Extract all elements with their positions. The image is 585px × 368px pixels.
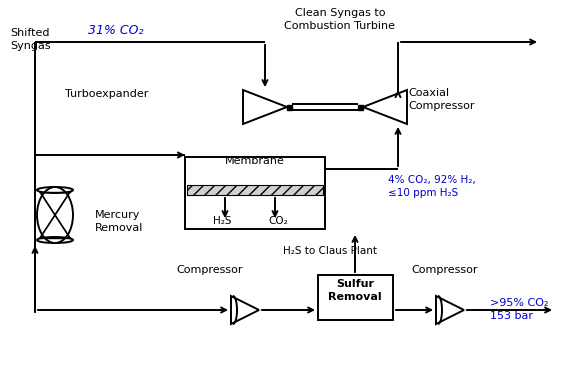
Text: 31% CO₂: 31% CO₂ [88, 24, 143, 37]
Text: H₂S to Claus Plant: H₂S to Claus Plant [283, 246, 377, 256]
Text: Turboexpander: Turboexpander [64, 89, 148, 99]
Text: Mercury: Mercury [95, 210, 140, 220]
Text: ≤10 ppm H₂S: ≤10 ppm H₂S [388, 188, 458, 198]
Bar [318, 275, 393, 320]
Bar [358, 105, 363, 110]
Text: Combustion Turbine: Combustion Turbine [284, 21, 395, 31]
Text: Compressor: Compressor [412, 265, 479, 275]
Text: 153 bar: 153 bar [490, 311, 533, 321]
Text: Compressor: Compressor [408, 101, 474, 111]
Bar [185, 157, 325, 229]
Text: Compressor: Compressor [177, 265, 243, 275]
Text: 4% CO₂, 92% H₂,: 4% CO₂, 92% H₂, [388, 175, 476, 185]
Text: Sulfur: Sulfur [336, 279, 374, 289]
Bar [287, 105, 292, 110]
Text: Clean Syngas to: Clean Syngas to [295, 8, 386, 18]
Text: Removal: Removal [95, 223, 143, 233]
Text: Removal: Removal [328, 292, 382, 302]
Text: Shifted: Shifted [10, 28, 50, 38]
Text: >95% CO₂: >95% CO₂ [490, 298, 549, 308]
Bar [187, 185, 323, 195]
Text: Syngas: Syngas [10, 41, 51, 51]
Text: CO₂: CO₂ [268, 216, 288, 226]
Text: Coaxial: Coaxial [408, 88, 449, 98]
Text: H₂S: H₂S [213, 216, 231, 226]
Text: Membrane: Membrane [225, 156, 285, 166]
